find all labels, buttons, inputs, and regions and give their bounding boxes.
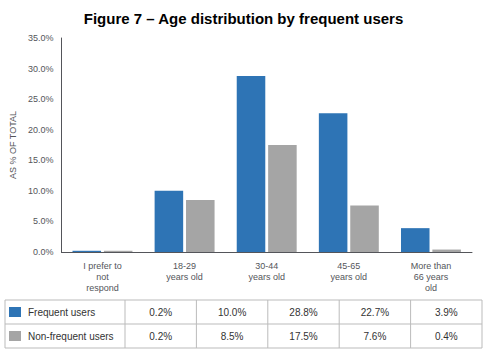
svg-text:35.0%: 35.0% [28, 33, 54, 43]
svg-text:10.0%: 10.0% [28, 186, 54, 196]
svg-text:Figure 7 – Age distribution by: Figure 7 – Age distribution by frequent … [84, 10, 404, 27]
svg-text:10.0%: 10.0% [218, 307, 246, 318]
svg-text:0.2%: 0.2% [149, 331, 172, 342]
svg-text:18-29: 18-29 [173, 261, 196, 271]
svg-text:AS % OF TOTAL: AS % OF TOTAL [8, 111, 18, 179]
svg-text:0.0%: 0.0% [33, 247, 54, 257]
svg-text:30.0%: 30.0% [28, 64, 54, 74]
svg-text:I prefer to: I prefer to [83, 261, 122, 271]
svg-text:years old: years old [166, 272, 203, 282]
svg-text:old: old [425, 283, 437, 293]
svg-text:8.5%: 8.5% [221, 331, 244, 342]
svg-text:5.0%: 5.0% [33, 216, 54, 226]
svg-text:25.0%: 25.0% [28, 94, 54, 104]
svg-text:15.0%: 15.0% [28, 155, 54, 165]
svg-text:Non-frequent users: Non-frequent users [28, 331, 114, 342]
svg-text:not: not [96, 272, 109, 282]
svg-text:66 years: 66 years [414, 272, 449, 282]
svg-text:17.5%: 17.5% [289, 331, 317, 342]
svg-text:20.0%: 20.0% [28, 125, 54, 135]
svg-text:More than: More than [411, 261, 452, 271]
svg-text:7.6%: 7.6% [364, 331, 387, 342]
svg-text:0.4%: 0.4% [435, 331, 458, 342]
svg-text:22.7%: 22.7% [361, 307, 389, 318]
svg-text:30-44: 30-44 [255, 261, 278, 271]
svg-text:45-65: 45-65 [337, 261, 360, 271]
svg-text:Frequent users: Frequent users [28, 307, 95, 318]
svg-text:3.9%: 3.9% [435, 307, 458, 318]
svg-text:28.8%: 28.8% [289, 307, 317, 318]
svg-text:respond: respond [86, 283, 119, 293]
svg-text:0.2%: 0.2% [149, 307, 172, 318]
svg-text:years old: years old [331, 272, 368, 282]
svg-text:years old: years old [248, 272, 285, 282]
